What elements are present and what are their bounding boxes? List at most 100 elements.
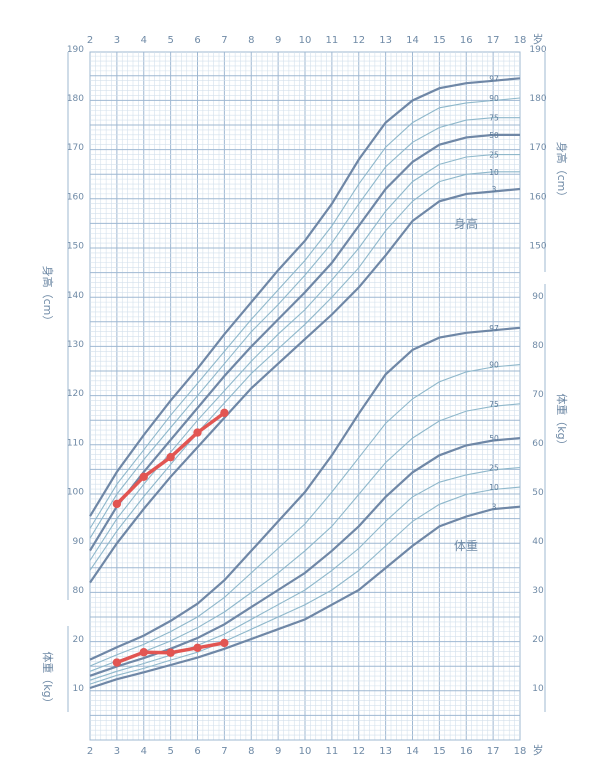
x-tick-top: 6 — [194, 35, 200, 46]
weight-tick-left: 20 — [73, 635, 85, 645]
x-tick-top: 7 — [221, 35, 227, 46]
x-tick-bottom: 11 — [326, 746, 339, 757]
height-tick-left: 160 — [67, 192, 84, 202]
height-pct-label-10: 10 — [489, 168, 499, 177]
height-tick-left: 190 — [67, 45, 84, 55]
weight-curve-p10 — [89, 486, 521, 685]
x-tick-top: 10 — [299, 35, 312, 46]
height-tick-left: 170 — [67, 143, 84, 153]
x-tick-top: 12 — [352, 35, 365, 46]
child-measurements — [112, 408, 229, 667]
weight-curve-p90 — [89, 364, 521, 667]
x-tick-bottom: 14 — [406, 746, 419, 757]
height-pct-label-25: 25 — [489, 151, 499, 160]
height-tick-left: 100 — [67, 488, 84, 498]
x-tick-top: 3 — [114, 35, 120, 46]
weight-pct-label-75: 75 — [489, 400, 499, 409]
weight-tick-right: 10 — [532, 684, 544, 694]
height-pct-label-75: 75 — [489, 114, 499, 123]
height-child-point — [166, 452, 175, 462]
weight-tick-right: 60 — [532, 439, 544, 449]
x-tick-bottom: 13 — [379, 746, 392, 757]
height-curve-p97 — [89, 77, 521, 517]
x-tick-top: 17 — [487, 35, 500, 46]
height-axis-label-left: 身高（cm） — [41, 266, 55, 327]
x-tick-top: 11 — [326, 35, 339, 46]
x-tick-bottom: 4 — [141, 746, 147, 757]
weight-pct-label-10: 10 — [489, 483, 499, 492]
x-tick-bottom: 8 — [248, 746, 254, 757]
height-tick-right: 190 — [529, 45, 546, 55]
height-tick-left: 90 — [73, 537, 85, 547]
x-tick-bottom: 18 — [514, 746, 527, 757]
x-unit-bottom: 岁 — [533, 743, 544, 757]
height-pct-label-3: 3 — [492, 185, 497, 194]
weight-tick-right: 70 — [532, 390, 544, 400]
weight-axis-label-right: 体重（kg） — [555, 393, 569, 450]
x-unit-top: 岁 — [533, 32, 544, 46]
x-tick-top: 2 — [87, 35, 93, 46]
height-curve-p75 — [89, 117, 520, 539]
weight-child-point — [112, 658, 122, 667]
x-tick-bottom: 5 — [167, 746, 173, 757]
weight-tick-left: 10 — [73, 684, 85, 694]
x-tick-bottom: 12 — [352, 746, 365, 757]
x-tick-bottom: 15 — [433, 746, 446, 757]
height-tick-left: 120 — [67, 389, 84, 399]
weight-pct-label-97: 97 — [489, 324, 499, 333]
weight-pct-label-50: 50 — [489, 434, 499, 443]
x-tick-top: 4 — [141, 35, 147, 46]
percentile-curves: 3 10 25 50 75 90 97 3 10 25 50 75 90 97 — [89, 74, 521, 690]
x-tick-bottom: 3 — [114, 746, 120, 757]
height-pct-label-50: 50 — [489, 131, 499, 140]
x-tick-bottom: 10 — [299, 746, 312, 757]
x-tick-bottom: 2 — [87, 746, 93, 757]
height-tick-left: 150 — [67, 242, 84, 252]
height-tick-left: 180 — [67, 94, 84, 104]
x-tick-top: 8 — [248, 35, 254, 46]
axis-labels: 2 2 3 3 4 4 5 5 6 6 7 7 8 8 9 9 10 10 11 11 12 12 13 13 14 14 15 15… — [41, 32, 569, 757]
weight-tick-right: 50 — [532, 488, 544, 498]
weight-curve-p75 — [89, 403, 521, 672]
height-curve-p50 — [89, 133, 520, 552]
weight-axis-label-left: 体重（kg） — [41, 651, 55, 708]
weight-child-point — [193, 643, 202, 653]
x-tick-bottom: 6 — [194, 746, 200, 757]
height-tick-right: 160 — [529, 192, 546, 202]
x-tick-top: 18 — [514, 35, 527, 46]
height-curve-p10 — [89, 171, 520, 571]
weight-child-point — [166, 648, 175, 657]
weight-curve-p97 — [89, 326, 521, 661]
height-curve-p3 — [89, 187, 521, 584]
height-child-point — [193, 428, 202, 437]
height-tick-right: 170 — [529, 143, 546, 153]
weight-tick-right: 80 — [532, 341, 544, 351]
weight-curve-label: 体重 — [454, 539, 478, 553]
height-tick-left: 140 — [67, 291, 84, 301]
weight-child-point — [220, 638, 229, 648]
height-pct-label-90: 90 — [489, 94, 499, 103]
height-curve-label: 身高 — [454, 216, 478, 231]
x-tick-top: 9 — [275, 35, 281, 46]
x-tick-top: 13 — [379, 35, 392, 46]
weight-tick-right: 30 — [532, 586, 544, 596]
weight-pct-label-25: 25 — [489, 464, 499, 473]
x-tick-bottom: 7 — [221, 746, 227, 757]
height-axis-label-right: 身高（cm） — [555, 142, 569, 203]
x-tick-top: 15 — [433, 35, 446, 46]
height-tick-left: 130 — [67, 340, 84, 350]
weight-tick-right: 20 — [532, 635, 544, 645]
x-tick-bottom: 16 — [460, 746, 473, 757]
height-child-point — [220, 408, 229, 418]
x-tick-top: 16 — [460, 35, 473, 46]
weight-pct-label-3: 3 — [492, 503, 497, 512]
x-tick-bottom: 9 — [275, 746, 281, 757]
weight-pct-label-90: 90 — [489, 361, 499, 370]
x-tick-top: 5 — [167, 35, 173, 46]
height-curve-p90 — [89, 97, 521, 529]
height-tick-left: 80 — [73, 586, 85, 596]
height-tick-right: 150 — [529, 242, 546, 252]
height-child-point — [112, 499, 122, 509]
x-tick-top: 14 — [406, 35, 419, 46]
weight-curve-p25 — [89, 466, 521, 681]
